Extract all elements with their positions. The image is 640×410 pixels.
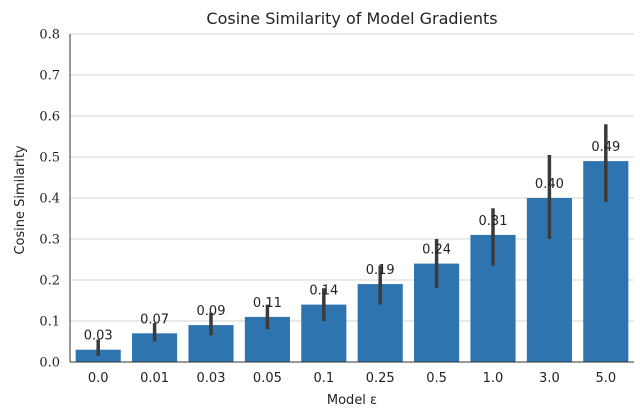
chart-title: Cosine Similarity of Model Gradients (206, 9, 497, 28)
data-label-0.0: 0.03 (84, 329, 113, 344)
y-tick-label: 0.2 (39, 274, 60, 289)
x-tick-label-0.0: 0.0 (88, 371, 109, 386)
y-axis-title: Cosine Similarity (13, 145, 28, 255)
data-labels: 0.03 0.07 0.09 0.11 0.14 0.19 0.24 0.31 0.40 0.49 (84, 140, 621, 344)
x-tick-labels: 0.0 0.01 0.03 0.05 0.1 0.25 0.5 1.0 3.0 5.0 (88, 371, 616, 386)
axes (69, 34, 634, 363)
y-tick-label: 0.3 (39, 233, 60, 248)
y-tick-label: 0.7 (39, 69, 60, 84)
x-tick-label-0.5: 0.5 (426, 371, 447, 386)
y-tick-labels: 0.0 0.1 0.2 0.3 0.4 0.5 0.6 0.7 0.8 (39, 28, 60, 371)
x-tick-label-0.05: 0.05 (253, 371, 282, 386)
y-tick-label: 0.5 (39, 151, 60, 166)
data-label-0.03: 0.09 (197, 304, 226, 319)
data-label-0.5: 0.24 (422, 243, 451, 258)
bars (75, 161, 629, 362)
y-tick-label: 0.6 (39, 110, 60, 125)
x-tick-label-0.03: 0.03 (197, 371, 226, 386)
x-tick-label-3.0: 3.0 (539, 371, 560, 386)
y-tick-label: 0.0 (39, 356, 60, 371)
data-label-5.0: 0.49 (591, 140, 620, 155)
data-label-0.25: 0.19 (366, 263, 395, 278)
x-axis-title: Model ε (327, 393, 377, 408)
data-label-0.1: 0.14 (309, 284, 338, 299)
grid-lines (70, 33, 634, 363)
error-bars (96, 124, 608, 356)
x-tick-label-0.25: 0.25 (366, 371, 395, 386)
data-label-0.05: 0.11 (253, 296, 282, 311)
x-tick-label-5.0: 5.0 (595, 371, 616, 386)
x-tick-label-0.1: 0.1 (313, 371, 334, 386)
x-tick-label-0.01: 0.01 (140, 371, 169, 386)
y-tick-label: 0.8 (39, 28, 60, 43)
data-label-3.0: 0.40 (535, 177, 564, 192)
x-tick-label-1.0: 1.0 (483, 371, 504, 386)
y-tick-label: 0.4 (39, 192, 60, 207)
data-label-1.0: 0.31 (479, 214, 508, 229)
data-label-0.01: 0.07 (140, 312, 169, 327)
y-tick-label: 0.1 (39, 315, 60, 330)
